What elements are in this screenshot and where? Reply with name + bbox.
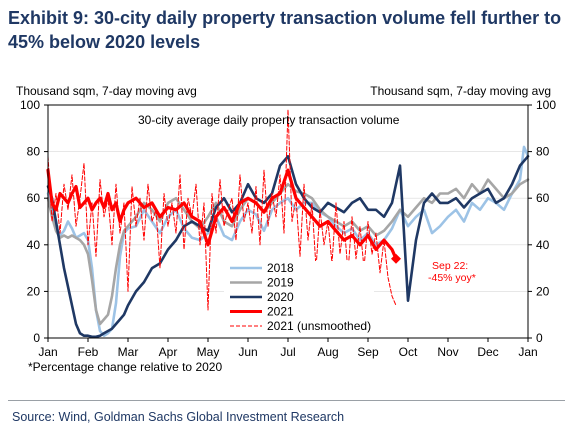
footnote: *Percentage change relative to 2020 bbox=[28, 360, 223, 374]
series-lines bbox=[46, 109, 530, 339]
title-line-2: 45% below 2020 levels bbox=[8, 32, 201, 52]
y-tick-label-left: 0 bbox=[33, 331, 40, 345]
x-tick-label: Jan bbox=[38, 345, 57, 359]
left-axis-unit: Thousand sqm, 7-day moving avg bbox=[16, 84, 197, 98]
y-tick-label-left: 20 bbox=[27, 284, 41, 298]
legend-label: 2021 (unsmoothed) bbox=[267, 319, 371, 333]
right-axis-unit: Thousand sqm, 7-day moving avg bbox=[370, 84, 551, 98]
x-tick-label: Jan bbox=[518, 345, 537, 359]
y-tick-label-right: 80 bbox=[536, 145, 550, 159]
y-tick-label-right: 40 bbox=[536, 238, 550, 252]
y-tick-label-right: 0 bbox=[536, 331, 543, 345]
source-note: Source: Wind, Goldman Sachs Global Inves… bbox=[12, 410, 345, 424]
annotation-line-2: -45% yoy* bbox=[428, 272, 476, 284]
exhibit-title: Exhibit 9: 30-city daily property transa… bbox=[8, 6, 568, 54]
chart-title: 30-city average daily property transacti… bbox=[138, 113, 400, 127]
legend-label: 2019 bbox=[267, 276, 294, 290]
y-tick-label-left: 80 bbox=[27, 145, 41, 159]
series-line-2021 bbox=[46, 168, 398, 261]
x-tick-label: Jun bbox=[238, 345, 257, 359]
legend-label: 2018 bbox=[267, 261, 294, 275]
x-tick-label: Aug bbox=[317, 345, 338, 359]
x-tick-label: Apr bbox=[159, 345, 178, 359]
y-tick-label-left: 40 bbox=[27, 238, 41, 252]
y-tick-label-left: 100 bbox=[20, 98, 40, 112]
annotation: Sep 22:-45% yoy* bbox=[428, 260, 476, 284]
legend-label: 2021 bbox=[267, 305, 294, 319]
x-tick-label: May bbox=[197, 345, 220, 359]
series-line-2021-unsmoothed- bbox=[47, 109, 397, 311]
series-end-marker bbox=[391, 253, 401, 264]
legend-label: 2020 bbox=[267, 290, 294, 304]
y-tick-label-right: 60 bbox=[536, 191, 550, 205]
x-tick-label: Sep bbox=[357, 345, 379, 359]
x-tick-label: Mar bbox=[118, 345, 139, 359]
y-tick-label-right: 100 bbox=[536, 98, 556, 112]
x-tick-label: Dec bbox=[477, 345, 498, 359]
series-line-2020 bbox=[46, 155, 530, 339]
x-tick-label: Nov bbox=[437, 345, 458, 359]
divider bbox=[8, 400, 565, 401]
y-tick-label-right: 20 bbox=[536, 284, 550, 298]
x-tick-label: Jul bbox=[280, 345, 295, 359]
x-tick-label: Feb bbox=[78, 345, 99, 359]
y-tick-label-left: 60 bbox=[27, 191, 41, 205]
annotation-line-1: Sep 22: bbox=[432, 260, 468, 272]
x-tick-label: Oct bbox=[399, 345, 418, 359]
title-line-1: Exhibit 9: 30-city daily property transa… bbox=[8, 8, 562, 28]
